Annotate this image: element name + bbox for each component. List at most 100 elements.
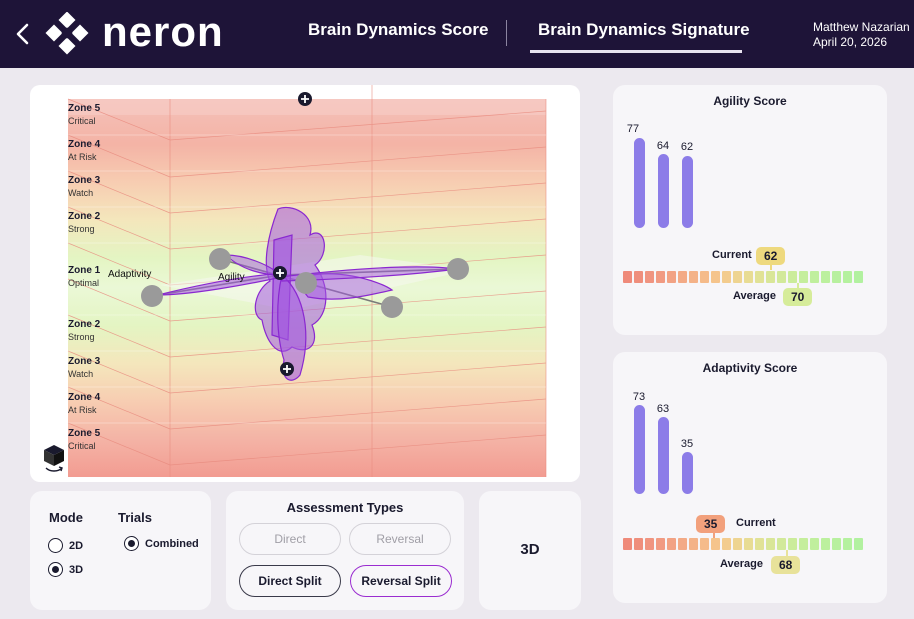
view-mode-label[interactable]: 3D: [520, 541, 540, 558]
adaptivity-current-label: Current: [736, 517, 776, 529]
scale-segment: [854, 538, 863, 550]
brain-signature-shape: [157, 206, 459, 381]
scale-segment: [700, 538, 709, 550]
adaptivity-bar-value: 73: [632, 391, 646, 403]
neron-logo-icon: [45, 12, 89, 55]
trials-title: Trials: [118, 510, 152, 525]
adaptivity-score-card: Adaptivity Score 73 63 35 35 Current Ave…: [613, 352, 887, 603]
back-arrow-icon[interactable]: [12, 20, 34, 48]
scale-segment: [733, 271, 742, 283]
mode-3d-radio[interactable]: 3D: [48, 562, 83, 577]
agility-current-badge: 62: [756, 247, 786, 265]
agility-bar: [634, 138, 645, 228]
signature-visualization[interactable]: Zone 5 Critical Zone 4 At Risk Zone 3 Watch…: [30, 85, 580, 482]
scale-segment: [810, 538, 819, 550]
scale-segment: [843, 271, 852, 283]
agility-bar-value: 77: [626, 123, 640, 135]
active-tab-indicator: [530, 50, 742, 53]
view-mode-panel[interactable]: 3D: [479, 491, 581, 610]
scale-segment: [645, 538, 654, 550]
scale-segment: [623, 538, 632, 550]
scale-segment: [744, 271, 753, 283]
plus-marker-icon: [273, 92, 312, 376]
scale-segment: [744, 538, 753, 550]
adaptivity-axis-label: Adaptivity: [108, 269, 152, 280]
reversal-button[interactable]: Reversal: [349, 523, 451, 555]
radio-checked-icon[interactable]: [124, 536, 139, 551]
scale-segment: [843, 538, 852, 550]
scale-segment: [667, 271, 676, 283]
scale-segment: [821, 538, 830, 550]
mode-trials-panel: Mode Trials 2D 3D Combined: [30, 491, 211, 610]
scale-segment: [634, 538, 643, 550]
scale-segment: [766, 271, 775, 283]
scale-segment: [799, 538, 808, 550]
direct-split-button[interactable]: Direct Split: [239, 565, 341, 597]
scale-segment: [634, 271, 643, 283]
tab-divider: [506, 20, 507, 46]
scale-segment: [711, 271, 720, 283]
adaptivity-bar-value: 63: [656, 403, 670, 415]
assessment-types-title: Assessment Types: [286, 500, 404, 515]
scale-segment: [689, 538, 698, 550]
scale-segment: [667, 538, 676, 550]
scale-segment: [623, 271, 632, 283]
scale-segment: [854, 271, 863, 283]
scale-segment: [832, 271, 841, 283]
agility-score-card: Agility Score 77 64 62 Current 62 Averag…: [613, 85, 887, 335]
trials-combined-radio[interactable]: Combined: [124, 536, 199, 551]
current-date: April 20, 2026: [813, 35, 888, 49]
adaptivity-average-label: Average: [720, 558, 764, 570]
scale-segment: [788, 538, 797, 550]
agility-current-label: Current: [712, 249, 752, 261]
scale-segment: [678, 538, 687, 550]
scale-segment: [777, 271, 786, 283]
agility-bar-value: 62: [680, 141, 694, 153]
agility-current-tick: [770, 264, 772, 270]
radio-checked-icon[interactable]: [48, 562, 63, 577]
agility-axis-label: Agility: [218, 272, 245, 283]
scale-segment: [755, 538, 764, 550]
zone-stack-graphic[interactable]: [30, 85, 580, 482]
adaptivity-average-badge: 68: [771, 556, 801, 574]
agility-zone-scale: [623, 271, 863, 283]
agility-average-label: Average: [733, 290, 777, 302]
agility-bar: [682, 156, 693, 228]
adaptivity-bar: [634, 405, 645, 494]
scale-segment: [810, 271, 819, 283]
agility-bar: [658, 154, 669, 228]
agility-bar-value: 64: [656, 140, 670, 152]
adaptivity-bar: [682, 452, 693, 494]
reversal-split-button[interactable]: Reversal Split: [350, 565, 452, 597]
tab-brain-dynamics-score[interactable]: Brain Dynamics Score: [308, 20, 489, 39]
user-name: Matthew Nazarian: [813, 20, 910, 34]
brand-name: neron: [102, 8, 224, 55]
tab-brain-dynamics-signature[interactable]: Brain Dynamics Signature: [538, 20, 750, 39]
scale-segment: [777, 538, 786, 550]
adaptivity-current-tick: [713, 532, 715, 538]
adaptivity-score-title: Adaptivity Score: [702, 361, 798, 375]
adaptivity-average-tick: [786, 550, 788, 556]
scale-segment: [799, 271, 808, 283]
scale-segment: [832, 538, 841, 550]
scale-segment: [733, 538, 742, 550]
adaptivity-bar: [658, 417, 669, 494]
agility-average-badge: 70: [783, 288, 813, 306]
cube-rotate-icon[interactable]: [42, 443, 66, 473]
scale-segment: [722, 538, 731, 550]
adaptivity-current-badge: 35: [696, 515, 726, 533]
mode-2d-radio[interactable]: 2D: [48, 538, 83, 553]
agility-score-title: Agility Score: [713, 94, 787, 108]
scale-segment: [645, 271, 654, 283]
radio-unchecked-icon[interactable]: [48, 538, 63, 553]
scale-segment: [700, 271, 709, 283]
scale-segment: [656, 538, 665, 550]
scale-segment: [788, 271, 797, 283]
direct-button[interactable]: Direct: [239, 523, 341, 555]
scale-segment: [656, 271, 665, 283]
scale-segment: [678, 271, 687, 283]
agility-average-tick: [797, 283, 799, 289]
scale-segment: [711, 538, 720, 550]
scale-segment: [722, 271, 731, 283]
scale-segment: [766, 538, 775, 550]
